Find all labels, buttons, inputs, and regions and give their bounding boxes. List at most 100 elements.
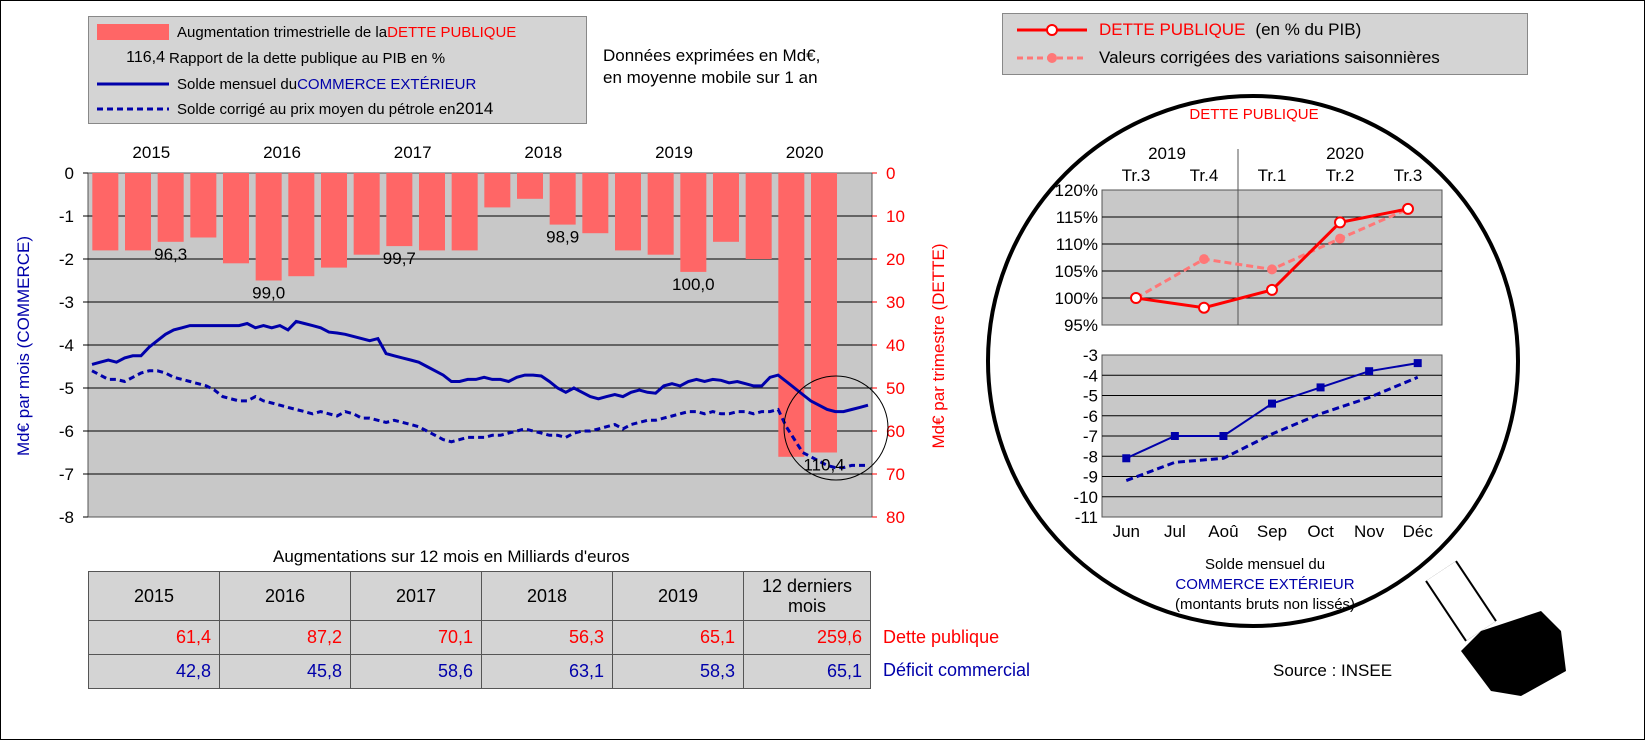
row-label-debt: Dette publique bbox=[883, 627, 1000, 647]
table-title: Augmentations sur 12 mois en Milliards d… bbox=[273, 547, 630, 566]
table-cell: 65,1 bbox=[743, 654, 871, 689]
right-tick-label: 50 bbox=[886, 379, 905, 398]
debt-pct-marker bbox=[1402, 202, 1414, 215]
left-tick-label: -2 bbox=[59, 250, 74, 269]
left-tick-label: -7 bbox=[59, 465, 74, 484]
table-trade-row: 42,8 45,8 58,6 63,1 58,3 65,1 bbox=[88, 654, 871, 689]
cvs-swatch bbox=[1017, 53, 1087, 63]
mag-trade-chart: -3-4 -5-6-7-8 -9-10-11 Jun Jul Aoû Sep Oct Nov Dé… bbox=[1073, 346, 1443, 541]
debt-pct-marker bbox=[1266, 283, 1278, 296]
table-cell: 42,8 bbox=[88, 654, 220, 689]
data-note-line1: Données exprimées en Md€, bbox=[603, 46, 821, 65]
legend-corrected-year: 2014 bbox=[455, 99, 494, 118]
mag-trade-marker bbox=[1316, 383, 1325, 392]
debt-bar bbox=[549, 173, 576, 225]
mag-trade-marker bbox=[1365, 367, 1374, 376]
quarter-label: Tr.4 bbox=[1190, 166, 1219, 185]
debt-pct-marker bbox=[1130, 292, 1142, 304]
legend-trade-line: Solde mensuel du COMMERCE EXTÉRIEUR bbox=[89, 72, 476, 96]
debt-bars bbox=[92, 173, 837, 457]
debt-bar bbox=[157, 173, 184, 242]
debt-bar bbox=[451, 173, 478, 251]
legend-trade-prefix: Solde mensuel du bbox=[177, 75, 298, 93]
month-label: Jun bbox=[1113, 522, 1140, 541]
table-cell: 87,2 bbox=[219, 620, 351, 655]
month-label: Nov bbox=[1354, 522, 1385, 541]
table-header-cell: 12 derniers mois bbox=[743, 571, 871, 621]
cvs-marker bbox=[1199, 254, 1209, 265]
magnifier-handle-grip bbox=[1461, 611, 1566, 696]
mag-caption-line3: (montants bruts non lissés) bbox=[1175, 596, 1355, 613]
mag-bottom-tick-label: -3 bbox=[1083, 346, 1098, 365]
month-label: Jul bbox=[1164, 522, 1186, 541]
ratio-label: 96,3 bbox=[154, 245, 187, 264]
mag-bottom-tick-label: -7 bbox=[1083, 427, 1098, 446]
table-header-cell: 2018 bbox=[481, 571, 613, 621]
legend-debt-pct: DETTE PUBLIQUE (en % du PIB) bbox=[1003, 18, 1361, 42]
debt-bar bbox=[353, 173, 380, 255]
magnifier-handle-neck bbox=[1426, 561, 1496, 641]
right-tick-label: 70 bbox=[886, 465, 905, 484]
legend-debt-pct-suffix: (en % du PIB) bbox=[1255, 20, 1362, 39]
debt-bar bbox=[615, 173, 641, 251]
table-header-cell: 2015 bbox=[88, 571, 220, 621]
left-axis-ticks: 0 -1 -2 -3 -4 -5 -6 -7 -8 bbox=[59, 164, 88, 527]
legend-debt-pct-main: DETTE PUBLIQUE bbox=[1099, 20, 1246, 39]
table-cell: 61,4 bbox=[88, 620, 220, 655]
table-cell: 259,6 bbox=[743, 620, 871, 655]
legend-ratio-value: 116,4 bbox=[126, 49, 165, 66]
debt-bar bbox=[582, 173, 609, 234]
ratio-labels: 96,3 99,0 99,7 98,9 100,0 110,4 bbox=[154, 228, 845, 475]
table-cell: 70,1 bbox=[350, 620, 482, 655]
mag-top-tick-label: 110% bbox=[1056, 235, 1098, 254]
magnifier: DETTE PUBLIQUE 2019 2020 Tr.3 Tr.4 Tr.1 Tr.2 T… bbox=[986, 94, 1566, 696]
trade-line-swatch bbox=[97, 82, 169, 86]
table-header-cell: 2017 bbox=[350, 571, 482, 621]
table-header-cell: 2019 bbox=[612, 571, 744, 621]
table-header-row: 2015 2016 2017 2018 2019 12 derniers moi… bbox=[88, 571, 871, 621]
mag-trade-marker bbox=[1170, 432, 1179, 440]
data-note: Données exprimées en Md€, en moyenne mob… bbox=[603, 45, 820, 89]
debt-pct-marker bbox=[1334, 216, 1346, 229]
left-tick-label: -8 bbox=[59, 508, 74, 527]
trade-corrected-line bbox=[91, 369, 868, 470]
mag-trade-corrected-line bbox=[1125, 375, 1419, 482]
table-cell: 45,8 bbox=[219, 654, 351, 689]
mag-bottom-tick-label: -5 bbox=[1083, 387, 1098, 406]
debt-bar bbox=[255, 173, 282, 281]
mag-year-label: 2020 bbox=[1326, 144, 1364, 163]
quarter-label: Tr.1 bbox=[1258, 166, 1287, 185]
left-tick-label: -4 bbox=[59, 336, 74, 355]
ratio-label: 99,0 bbox=[252, 284, 285, 303]
trade-dashed-swatch bbox=[97, 107, 169, 111]
table-cell: 65,1 bbox=[612, 620, 744, 655]
debt-bar bbox=[647, 173, 674, 255]
mag-trade-marker bbox=[1268, 399, 1276, 408]
table-cell: 58,6 bbox=[350, 654, 482, 689]
trade-monthly-line bbox=[91, 319, 869, 414]
ratio-label: 110,4 bbox=[803, 456, 844, 475]
legend-corrected-label: Solde corrigé au prix moyen du pétrole e… bbox=[177, 100, 456, 118]
mag-year-label: 2019 bbox=[1148, 144, 1186, 163]
right-axis-ticks: 0 10 20 30 40 50 60 70 80 bbox=[872, 164, 905, 527]
mag-trade-marker bbox=[1122, 454, 1131, 463]
legend-ratio: 116,4 Rapport de la dette publique au PI… bbox=[89, 46, 445, 70]
table-cell: 56,3 bbox=[481, 620, 613, 655]
left-tick-label: -1 bbox=[59, 207, 74, 226]
right-tick-label: 80 bbox=[886, 508, 905, 527]
source-label: Source : INSEE bbox=[1273, 661, 1393, 680]
legend-debt-highlight: DETTE PUBLIQUE bbox=[387, 23, 517, 41]
legend-cvs: Valeurs corrigées des variations saisonn… bbox=[1003, 46, 1440, 70]
mag-bottom-tick-label: -6 bbox=[1083, 407, 1098, 426]
debt-bar bbox=[321, 173, 347, 268]
debt-pct-marker bbox=[1198, 301, 1210, 314]
debt-bar bbox=[288, 173, 315, 277]
debt-bar bbox=[745, 173, 772, 259]
highlight-circle bbox=[783, 375, 889, 481]
left-tick-label: -3 bbox=[59, 293, 74, 312]
left-tick-label: -6 bbox=[59, 422, 74, 441]
debt-bar bbox=[190, 173, 217, 238]
quarter-label: Tr.2 bbox=[1326, 166, 1355, 185]
month-label: Sep bbox=[1257, 522, 1287, 541]
